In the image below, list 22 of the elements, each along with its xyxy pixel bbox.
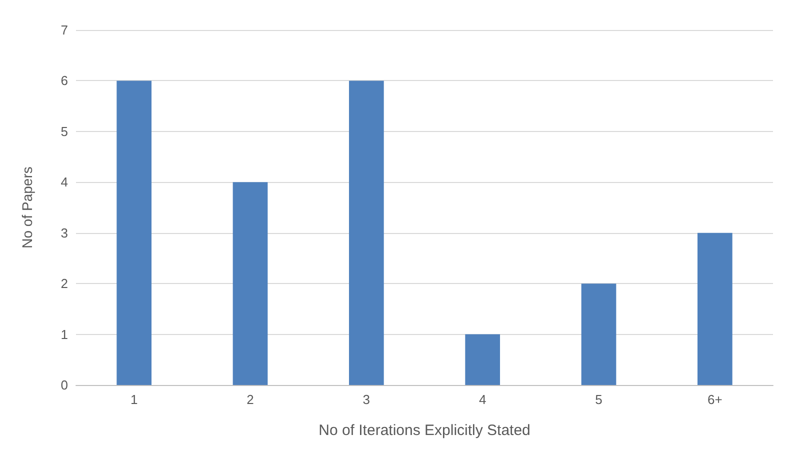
- x-axis-title: No of Iterations Explicitly Stated: [318, 422, 530, 439]
- y-tick-label: 7: [60, 22, 68, 38]
- x-tick-label: 2: [246, 392, 254, 407]
- y-tick-label: 0: [60, 378, 68, 392]
- y-tick-label: 4: [60, 174, 68, 190]
- bar: [697, 232, 732, 385]
- x-tick-label: 1: [130, 392, 138, 407]
- y-axis-title: No of Papers: [19, 166, 35, 248]
- x-tick-label: 5: [595, 392, 602, 407]
- bar: [465, 334, 500, 385]
- bar: [581, 284, 616, 385]
- bar: [348, 80, 384, 385]
- y-tick-label: 6: [60, 73, 68, 88]
- y-tick-label: 1: [60, 326, 68, 342]
- bar: [232, 182, 268, 385]
- y-tick-label: 2: [60, 276, 68, 292]
- x-tick-label: 3: [362, 392, 370, 407]
- y-tick-label: 5: [60, 124, 68, 139]
- y-tick-label: 3: [60, 225, 68, 240]
- bar: [116, 80, 152, 385]
- x-tick-label: 4: [478, 392, 486, 407]
- x-tick-label: 6+: [708, 392, 722, 407]
